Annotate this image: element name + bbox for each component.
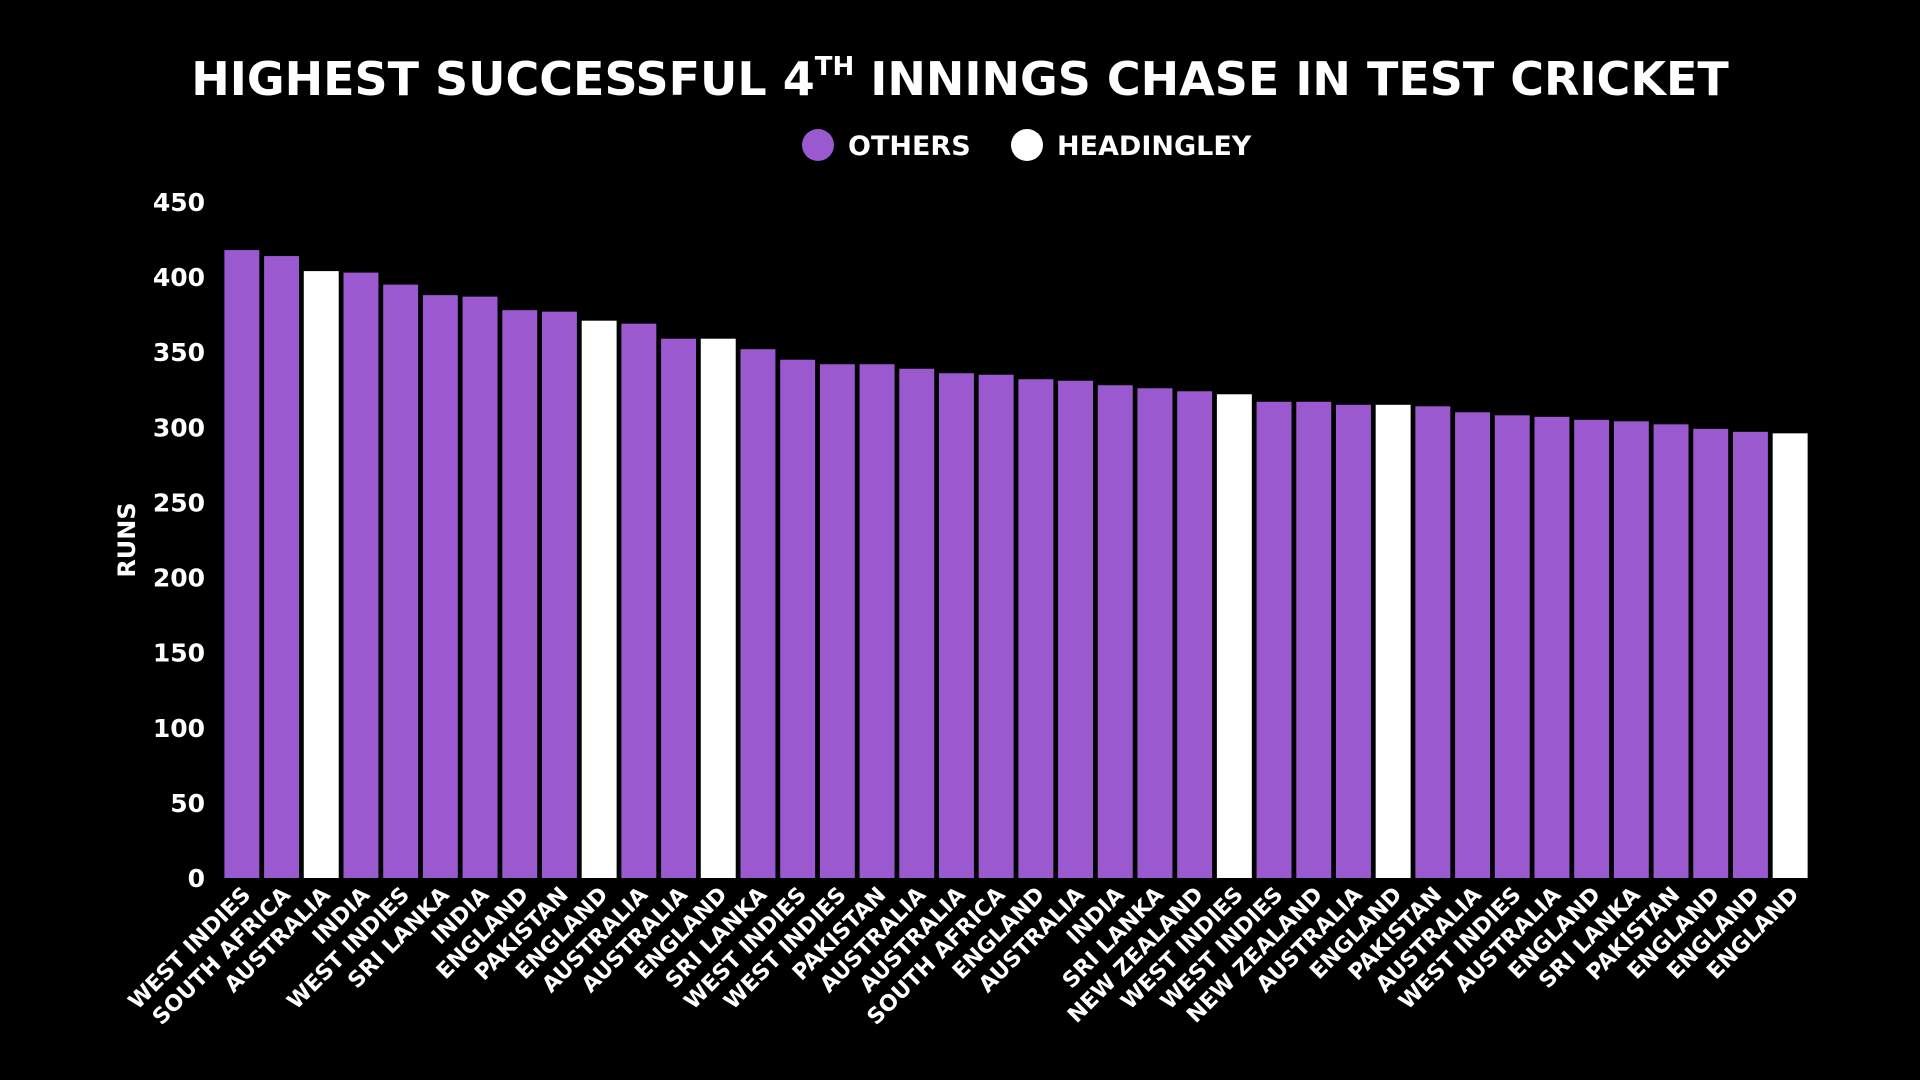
bar-others bbox=[343, 272, 379, 879]
bar-others bbox=[1455, 412, 1491, 878]
bar-others bbox=[502, 310, 538, 878]
bar-others bbox=[383, 284, 419, 878]
y-tick-label: 100 bbox=[153, 714, 205, 743]
bar-others bbox=[1097, 385, 1133, 878]
y-tick-label: 250 bbox=[153, 488, 205, 517]
bar-headingley bbox=[700, 338, 736, 878]
bar-others bbox=[1534, 416, 1570, 878]
bar-others bbox=[661, 338, 697, 878]
bar-others bbox=[1613, 421, 1649, 878]
y-tick-label: 150 bbox=[153, 639, 205, 668]
bar-others bbox=[1058, 380, 1094, 878]
bar-others bbox=[1177, 391, 1213, 878]
y-tick-label: 400 bbox=[153, 263, 205, 292]
y-tick-label: 200 bbox=[153, 564, 205, 593]
chart-title-rest: INNINGS CHASE IN TEST CRICKET bbox=[854, 52, 1729, 106]
bar-others bbox=[740, 349, 776, 879]
y-axis-ticks: 0 50 100 150 200 250 300 350 400 450 bbox=[153, 188, 205, 893]
y-axis-label: RUNS bbox=[113, 502, 141, 577]
bar-others bbox=[1494, 415, 1530, 878]
bar-others bbox=[1335, 404, 1371, 878]
bars bbox=[224, 250, 1808, 879]
bar-others bbox=[1256, 401, 1292, 878]
bar-headingley bbox=[1375, 404, 1411, 878]
chart-title: HIGHEST SUCCESSFUL 4TH INNINGS CHASE IN … bbox=[191, 52, 1729, 106]
bar-others bbox=[264, 256, 300, 879]
legend-marker-headingley bbox=[1011, 129, 1043, 161]
bar-others bbox=[1137, 388, 1173, 878]
chart-legend: OTHERS HEADINGLEY bbox=[802, 129, 1252, 162]
chart-title-superscript: TH bbox=[815, 52, 855, 82]
bar-headingley bbox=[1772, 433, 1808, 878]
bar-others bbox=[978, 374, 1014, 878]
bar-headingley bbox=[1216, 394, 1252, 878]
legend-label-others: OTHERS bbox=[848, 131, 971, 162]
bar-others bbox=[1732, 431, 1768, 878]
bar-others bbox=[1415, 406, 1451, 878]
bar-others bbox=[1693, 428, 1729, 878]
bar-others bbox=[621, 323, 657, 878]
bar-others bbox=[1574, 419, 1610, 878]
bar-others bbox=[859, 364, 895, 878]
bar-others bbox=[224, 250, 260, 878]
y-tick-label: 450 bbox=[153, 188, 205, 217]
bar-others bbox=[938, 373, 974, 878]
bar-others bbox=[780, 359, 816, 879]
legend-label-headingley: HEADINGLEY bbox=[1057, 131, 1252, 162]
bar-others bbox=[1653, 424, 1689, 878]
bar-headingley bbox=[581, 320, 617, 878]
bar-others bbox=[541, 311, 577, 878]
bar-others bbox=[462, 296, 498, 878]
y-tick-label: 350 bbox=[153, 338, 205, 367]
bar-others bbox=[422, 295, 458, 878]
bar-others bbox=[1018, 379, 1054, 878]
bar-others bbox=[1296, 401, 1332, 878]
y-tick-label: 300 bbox=[153, 413, 205, 442]
bar-others bbox=[899, 368, 935, 878]
legend-marker-others bbox=[802, 129, 834, 161]
bar-headingley bbox=[303, 271, 339, 879]
chart-title-main: HIGHEST SUCCESSFUL 4 bbox=[191, 52, 815, 106]
y-tick-label: 0 bbox=[188, 864, 205, 893]
bar-others bbox=[819, 364, 855, 878]
y-tick-label: 50 bbox=[170, 789, 205, 818]
